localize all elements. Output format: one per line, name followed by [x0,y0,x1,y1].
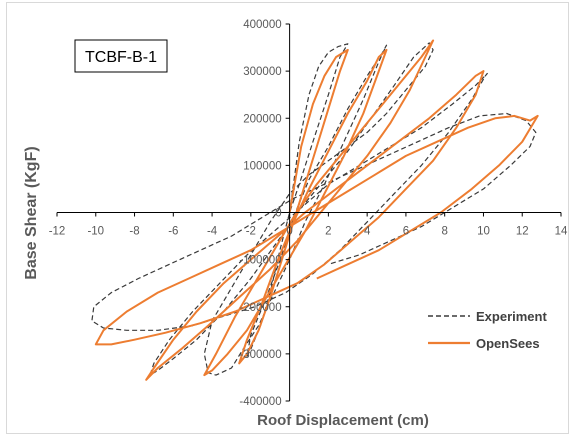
x-tick-label: 4 [364,226,371,238]
specimen-label-box [74,39,168,73]
x-tick-label: -6 [168,226,178,238]
x-tick-label: -12 [49,226,66,238]
y-tick-label: -100000 [239,255,281,267]
y-axis-title: Base Shear (KgF) [23,146,40,279]
series-line-experiment [91,42,537,376]
x-tick-label: 14 [555,226,568,238]
series-line-opensees [94,39,539,381]
legend: Experiment OpenSees [428,309,547,351]
x-tick-label: 0 [286,226,292,238]
x-tick-label: -4 [207,226,218,238]
x-tick-label: 6 [403,226,409,238]
legend-opensees-label: OpenSees [476,336,540,351]
labels-layer: -12 -10 -8 -6 -4 -2 0 2 4 6 8 10 12 14 400000 300000 200… [49,19,568,408]
y-tick-label: 300000 [243,66,281,78]
y-tick-label: 0 [275,208,281,220]
x-tick-label: -10 [87,226,104,238]
series-layer [91,39,539,381]
x-tick-label: 12 [516,226,529,238]
y-tick-label: -400000 [239,396,281,408]
x-tick-label: 8 [441,226,447,238]
specimen-label: TCBF-B-1 [85,49,157,66]
x-axis-title: Roof Displacement (cm) [257,412,429,429]
x-tick-label: -8 [129,226,139,238]
y-tick-label: 100000 [243,160,281,172]
x-tick-label: -2 [246,226,256,238]
y-tick-label: 200000 [243,113,281,125]
y-tick-label: -300000 [239,349,281,361]
y-tick-label: -200000 [239,302,281,314]
chart-border [6,2,569,434]
axes-layer [56,23,562,402]
y-tick-label: 400000 [243,19,281,31]
legend-experiment-label: Experiment [476,309,547,324]
x-tick-label: 2 [325,226,331,238]
x-tick-label: 10 [477,226,490,238]
